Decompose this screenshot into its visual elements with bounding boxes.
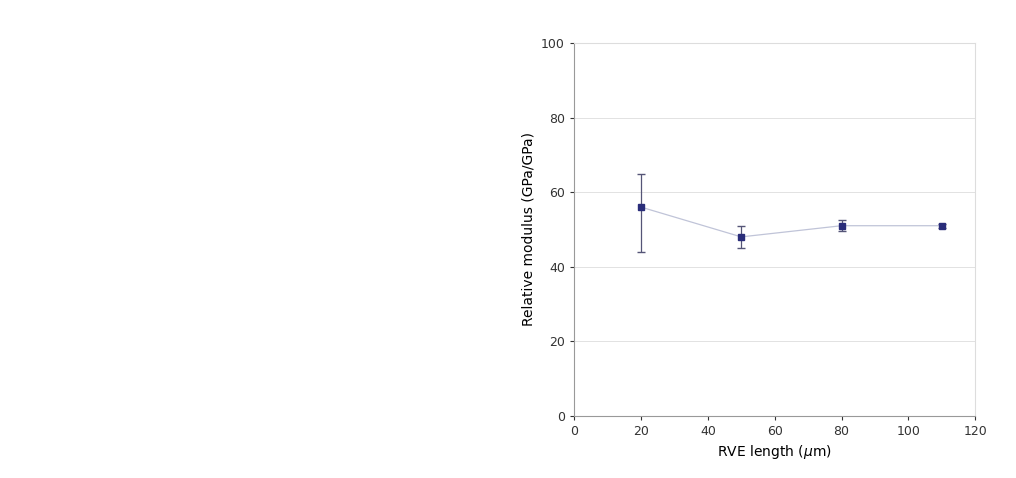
X-axis label: RVE length ($\mu$m): RVE length ($\mu$m) [717, 444, 832, 461]
Y-axis label: Relative modulus (GPa/GPa): Relative modulus (GPa/GPa) [521, 132, 535, 326]
